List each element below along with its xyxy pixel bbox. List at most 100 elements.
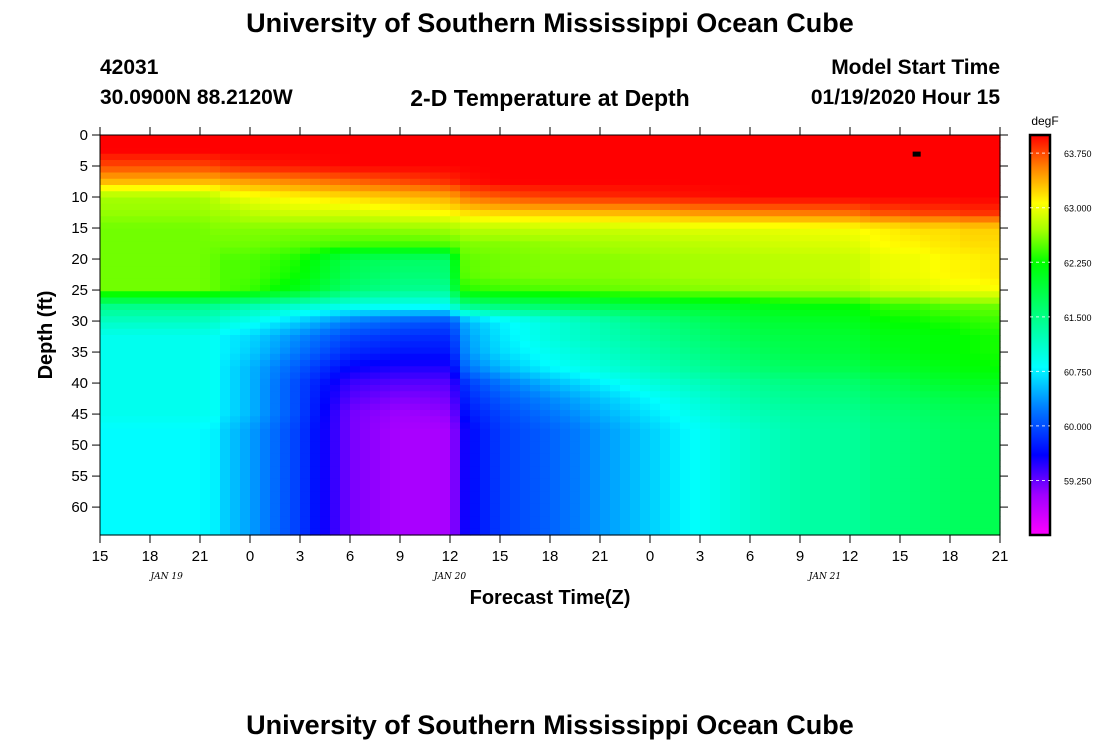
heat-cell <box>130 141 141 149</box>
heat-cell <box>750 510 761 517</box>
heat-cell <box>510 216 521 224</box>
heat-cell <box>610 528 621 536</box>
heat-cell <box>320 241 331 249</box>
heat-cell <box>560 416 571 424</box>
heat-cell <box>310 522 321 530</box>
heat-cell <box>580 222 591 230</box>
heat-cell <box>810 203 821 211</box>
heat-cell <box>110 472 121 480</box>
heat-cell <box>120 291 131 299</box>
heat-cell <box>500 241 511 249</box>
heat-cell <box>330 247 341 255</box>
heat-cell <box>780 435 791 442</box>
heat-cell <box>190 253 201 261</box>
heat-cell <box>140 166 151 174</box>
heat-cell <box>410 422 421 430</box>
heat-cell <box>600 385 611 392</box>
heat-cell <box>790 135 801 142</box>
heat-cell <box>380 466 391 474</box>
heat-cell <box>270 403 281 411</box>
heat-cell <box>250 410 261 417</box>
heat-cell <box>350 310 361 317</box>
heat-cell <box>400 235 411 242</box>
heat-cell <box>450 197 461 205</box>
heat-cell <box>750 191 761 199</box>
heat-cell <box>360 447 371 455</box>
heat-cell <box>360 322 371 330</box>
heat-cell <box>250 253 261 261</box>
heat-cell <box>750 485 761 492</box>
heat-cell <box>270 466 281 474</box>
heat-cell <box>430 153 441 161</box>
heat-cell <box>670 285 681 292</box>
heat-cell <box>830 416 841 424</box>
heat-cell <box>160 222 171 230</box>
heat-cell <box>850 235 861 242</box>
heat-cell <box>740 422 751 430</box>
heat-cell <box>130 322 141 330</box>
heat-cell <box>490 497 501 505</box>
heat-cell <box>200 228 211 236</box>
heat-cell <box>630 378 641 386</box>
heat-cell <box>120 260 131 267</box>
heat-cell <box>650 222 661 230</box>
heat-cell <box>440 428 451 436</box>
heat-cell <box>340 391 351 399</box>
heat-cell <box>340 191 351 199</box>
heat-cell <box>410 516 421 524</box>
heat-cell <box>520 335 531 342</box>
heat-cell <box>320 147 331 155</box>
heat-cell <box>230 403 241 411</box>
heat-cell <box>650 191 661 199</box>
heat-cell <box>250 135 261 142</box>
heat-cell <box>380 266 391 274</box>
heat-cell <box>430 228 441 236</box>
heat-cell <box>620 416 631 424</box>
heat-cell <box>220 153 231 161</box>
heat-cell <box>350 391 361 399</box>
heat-cell <box>570 260 581 267</box>
heat-cell <box>680 147 691 155</box>
heat-cell <box>490 378 501 386</box>
heat-cell <box>810 210 821 217</box>
heat-cell <box>320 497 331 505</box>
heat-cell <box>300 491 311 499</box>
heat-cell <box>350 197 361 205</box>
heat-cell <box>130 510 141 517</box>
heat-cell <box>120 178 131 186</box>
heat-cell <box>810 160 821 167</box>
heat-cell <box>750 228 761 236</box>
heat-cell <box>770 510 781 517</box>
heat-cell <box>230 185 241 192</box>
heat-cell <box>520 316 531 324</box>
heat-cell <box>340 453 351 461</box>
heat-cell <box>100 428 111 436</box>
heat-cell <box>250 472 261 480</box>
heat-cell <box>360 422 371 430</box>
heat-cell <box>660 160 671 167</box>
heat-cell <box>530 191 541 199</box>
heat-cell <box>100 160 111 167</box>
heat-cell <box>360 285 371 292</box>
heat-cell <box>540 178 551 186</box>
heat-cell <box>840 153 851 161</box>
heat-cell <box>420 522 431 530</box>
heat-cell <box>680 297 691 305</box>
heat-cell <box>530 185 541 192</box>
heat-cell <box>850 241 861 249</box>
heat-cell <box>630 266 641 274</box>
heat-cell <box>510 428 521 436</box>
heat-cell <box>820 322 831 330</box>
heat-cell <box>520 478 531 486</box>
heat-cell <box>450 410 461 417</box>
heat-cell <box>820 260 831 267</box>
heat-cell <box>710 253 721 261</box>
heat-cell <box>140 328 151 336</box>
heat-cell <box>660 360 671 367</box>
heat-cell <box>770 422 781 430</box>
heat-cell <box>220 453 231 461</box>
heat-cell <box>100 241 111 249</box>
heat-cell <box>670 278 681 286</box>
heat-cell <box>820 441 831 449</box>
heat-cell <box>380 391 391 399</box>
